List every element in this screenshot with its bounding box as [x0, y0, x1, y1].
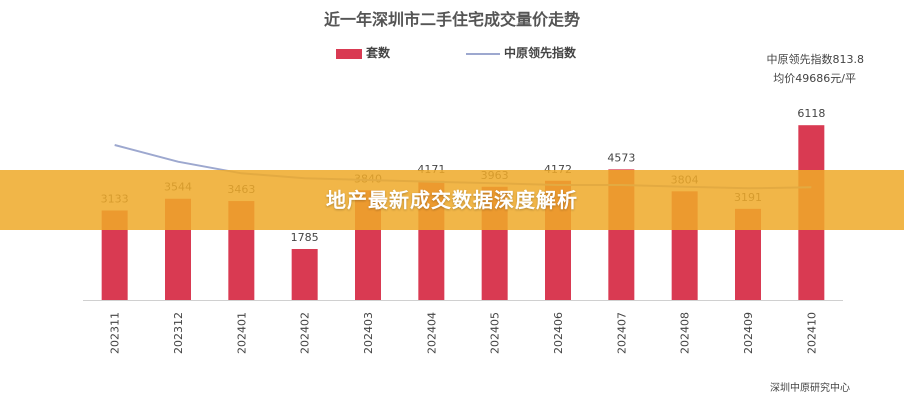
x-tick-label: 202402 — [299, 312, 312, 354]
legend-line-label: 中原领先指数 — [504, 46, 577, 60]
x-tick-label: 202407 — [615, 312, 628, 354]
legend-bar-label: 套数 — [366, 46, 391, 60]
data-label: 4573 — [607, 151, 635, 164]
x-tick-label: 202401 — [235, 312, 248, 354]
data-label: 6118 — [797, 107, 825, 120]
source-label: 深圳中原研究中心 — [770, 383, 850, 394]
x-tick-label: 202404 — [425, 312, 438, 354]
legend-line-swatch — [466, 53, 500, 55]
x-tick-label: 202312 — [172, 312, 185, 354]
legend-bar-swatch — [336, 49, 362, 59]
index-value-note: 中原领先指数813.8 — [766, 53, 865, 66]
data-label: 1785 — [291, 231, 319, 244]
x-tick-label: 202403 — [362, 312, 375, 354]
x-tick-label: 202409 — [742, 312, 755, 354]
x-tick-label: 202406 — [552, 312, 565, 354]
price-value-note: 均价49686元/平 — [773, 72, 856, 85]
chart-title: 近一年深圳市二手住宅成交量价走势 — [323, 10, 580, 29]
x-tick-label: 202410 — [805, 312, 818, 354]
overlay-banner — [0, 170, 904, 230]
x-tick-label: 202311 — [109, 312, 122, 354]
bar — [291, 249, 318, 300]
banner-title: 地产最新成交数据深度解析 — [326, 188, 578, 212]
x-tick-label: 202405 — [489, 312, 502, 354]
x-tick-label: 202408 — [679, 312, 692, 354]
